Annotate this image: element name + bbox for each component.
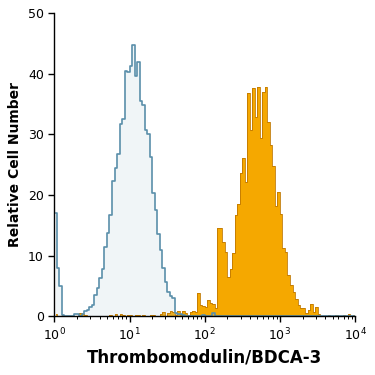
X-axis label: Thrombomodulin/BDCA-3: Thrombomodulin/BDCA-3 [87,349,322,367]
Y-axis label: Relative Cell Number: Relative Cell Number [8,82,22,247]
